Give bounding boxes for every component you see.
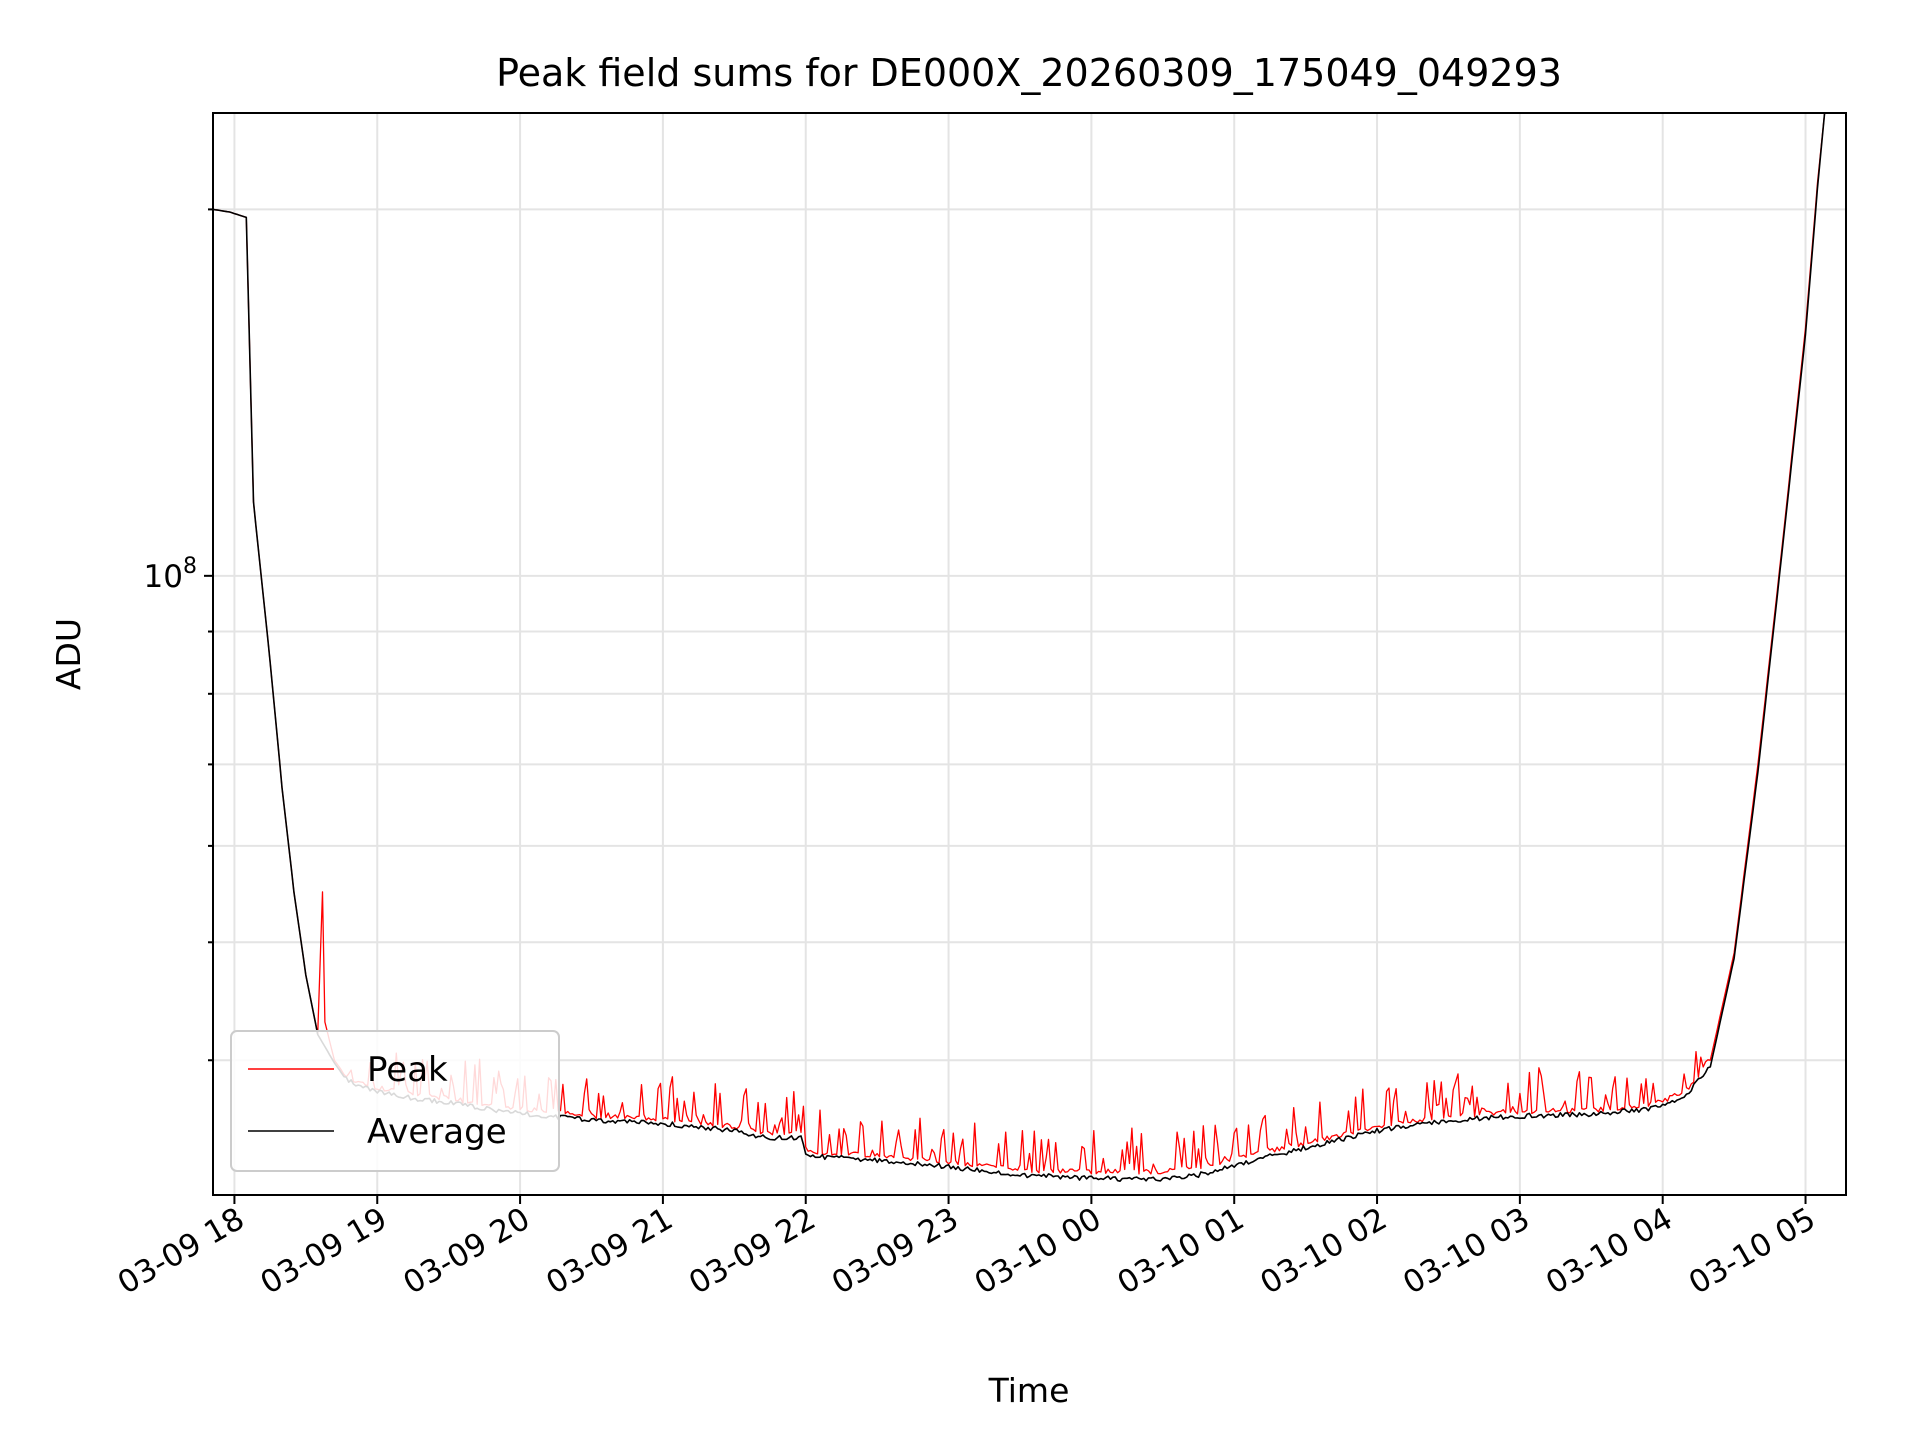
y-axis-label: ADU (49, 618, 88, 690)
legend-label-average: Average (367, 1112, 507, 1152)
x-axis-label: Time (988, 1371, 1070, 1410)
chart-title: Peak field sums for DE000X_20260309_1750… (496, 51, 1562, 95)
legend-box (230, 1030, 560, 1172)
grid (213, 113, 1846, 1195)
y-axis: 108 (144, 208, 213, 1062)
legend-label-peak: Peak (367, 1050, 448, 1090)
legend: Peak Average (230, 1030, 560, 1172)
y-tick-label: 108 (144, 554, 197, 595)
plot-frame (212, 112, 1847, 1196)
